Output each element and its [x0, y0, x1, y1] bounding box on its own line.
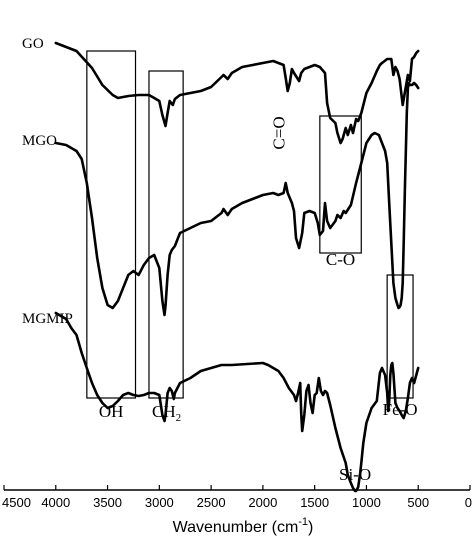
x-tick-label: 1500 [300, 495, 329, 510]
box-c-o [319, 115, 362, 254]
series-line-mgo [54, 81, 420, 317]
x-tick-label: 2000 [248, 495, 277, 510]
x-axis: 4500 4000 3500 3000 2500 2000 1500 1000 500 0 [2, 485, 472, 510]
annotation-c-o: C-O [326, 250, 355, 269]
plot-lines [54, 41, 420, 493]
x-axis-title: Wavenumber (cm-1) [173, 516, 314, 536]
x-tick-label: 4500 [2, 495, 31, 510]
x-tick-label: 1000 [352, 495, 381, 510]
series-labels: GO MGO MGMIP [22, 36, 73, 327]
annotation-c-o: C=O [270, 116, 289, 149]
annotation-oh: OH [99, 402, 124, 421]
x-tick-label: 3500 [93, 495, 122, 510]
box-oh [86, 50, 137, 399]
x-tick-label: 0 [465, 495, 472, 510]
annotations: C=O OH CH2 C-O Fe-O Si-O [99, 116, 418, 484]
series-label-mgmip: MGMIP [22, 311, 73, 327]
annotation-fe-o: Fe-O [383, 400, 418, 419]
box-ch2 [148, 70, 184, 399]
series-label-go: GO [22, 36, 44, 52]
box-fe-o [386, 274, 414, 399]
series-label-mgo: MGO [22, 133, 57, 149]
series-line-mgmip [54, 311, 420, 493]
x-tick-label: 4000 [41, 495, 70, 510]
x-tick-label: 3000 [145, 495, 174, 510]
annotation-si-o: Si-O [339, 465, 371, 484]
annotation-boxes [86, 50, 414, 399]
annotation-ch2: CH2 [152, 402, 181, 424]
x-tick-label: 2500 [197, 495, 226, 510]
x-tick-label: 500 [407, 495, 429, 510]
series-line-go [54, 41, 420, 145]
